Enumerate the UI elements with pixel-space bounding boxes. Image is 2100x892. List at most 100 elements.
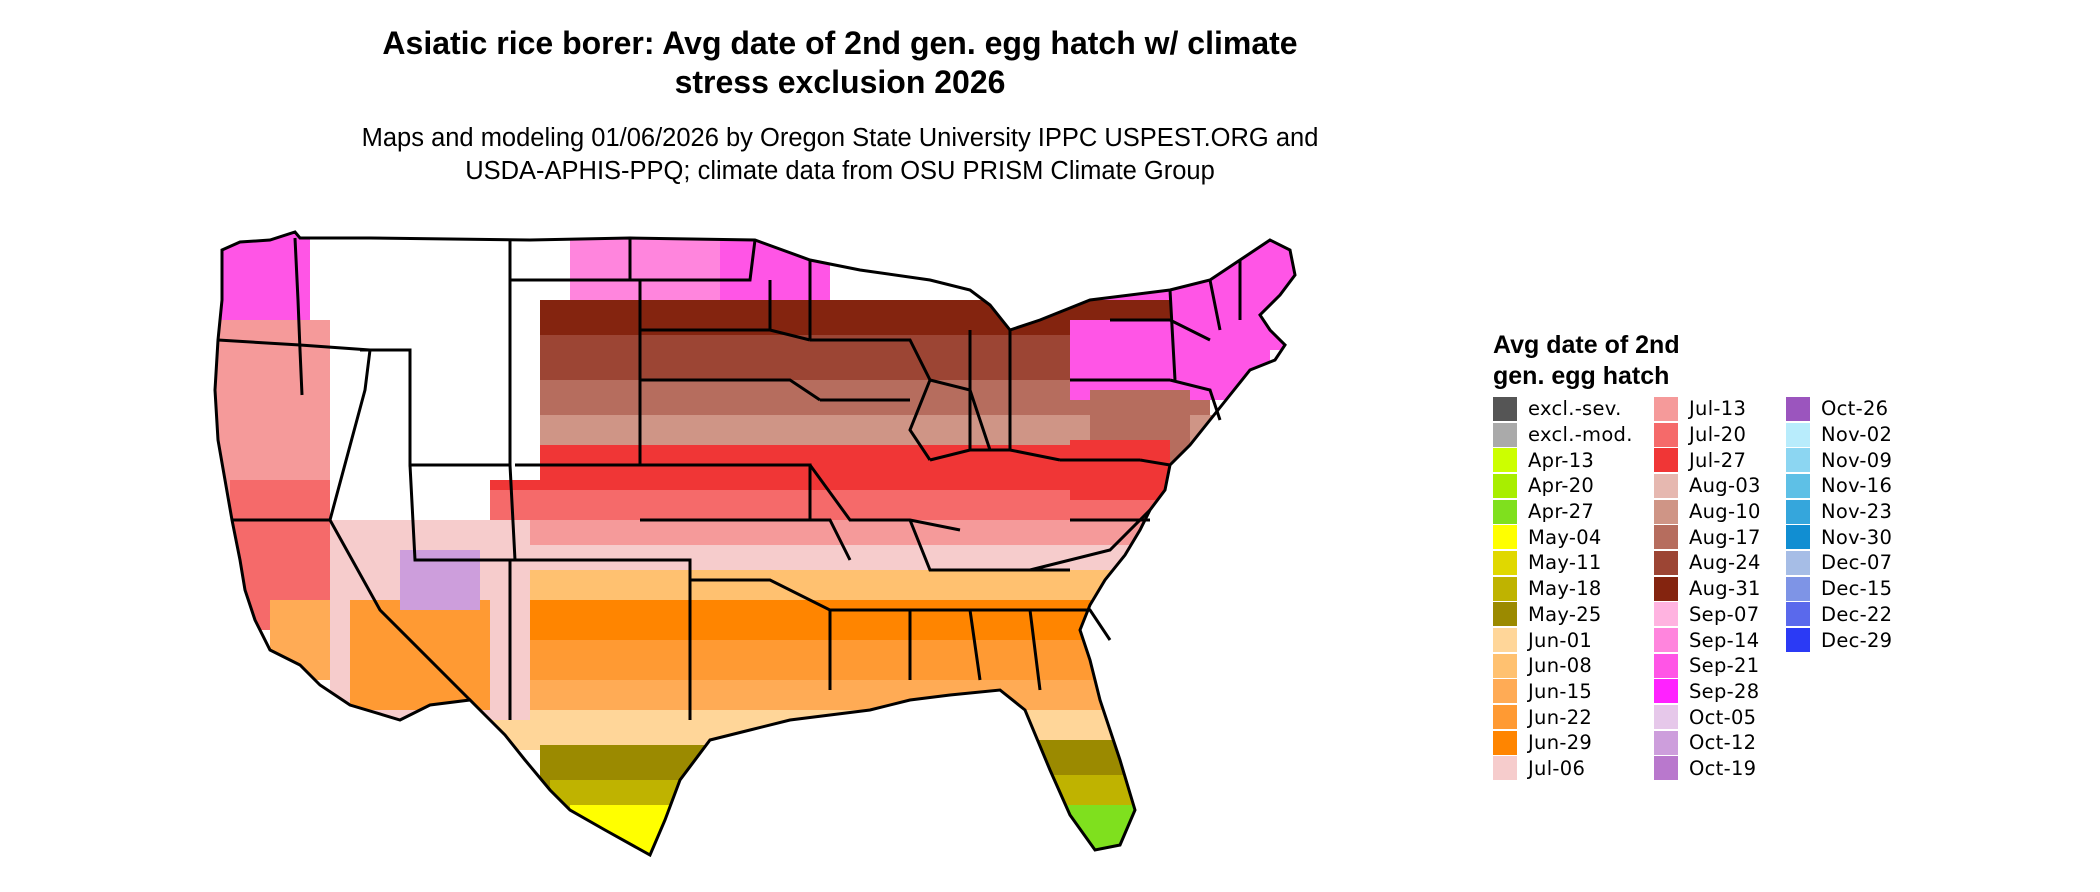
- legend-label: Jun-01: [1528, 628, 1593, 652]
- legend-item: Jul-27: [1654, 447, 1761, 473]
- legend-label: Nov-02: [1821, 423, 1893, 447]
- legend-swatch: [1654, 448, 1678, 473]
- legend-label: Apr-20: [1528, 474, 1595, 498]
- legend-label: Apr-27: [1528, 500, 1595, 524]
- legend-label: Dec-29: [1821, 628, 1893, 652]
- legend-label: Jun-08: [1528, 654, 1593, 678]
- legend-item: Oct-19: [1654, 756, 1761, 782]
- legend-item: Jun-15: [1493, 679, 1633, 705]
- legend-swatch: [1654, 602, 1678, 627]
- legend-title-line-1: Avg date of 2nd: [1493, 331, 1680, 359]
- legend-title: Avg date of 2nd gen. egg hatch: [1493, 330, 1680, 392]
- legend-item: excl.-mod.: [1493, 422, 1633, 448]
- legend-label: Jun-22: [1528, 705, 1593, 729]
- legend-swatch: [1654, 396, 1678, 421]
- legend-item: Aug-24: [1654, 550, 1761, 576]
- legend-item: Jul-20: [1654, 422, 1761, 448]
- legend-label: Jun-29: [1528, 731, 1593, 755]
- legend-item: Aug-17: [1654, 524, 1761, 550]
- legend-swatch: [1786, 448, 1810, 473]
- map-subtitle: Maps and modeling 01/06/2026 by Oregon S…: [0, 122, 1680, 188]
- subtitle-line-1: Maps and modeling 01/06/2026 by Oregon S…: [361, 124, 1319, 152]
- legend-item: Apr-20: [1493, 473, 1633, 499]
- legend-swatch: [1493, 705, 1517, 730]
- legend-label: Aug-24: [1689, 551, 1761, 575]
- state-borders: [213, 230, 1297, 857]
- legend-item: Sep-07: [1654, 602, 1761, 628]
- title-line-1: Asiatic rice borer: Avg date of 2nd gen.…: [382, 25, 1298, 61]
- legend-label: excl.-sev.: [1528, 397, 1622, 421]
- legend-swatch: [1654, 730, 1678, 755]
- legend-item: Aug-31: [1654, 576, 1761, 602]
- legend-item: Dec-15: [1786, 576, 1892, 602]
- legend-item: Aug-03: [1654, 473, 1761, 499]
- legend-label: Jul-27: [1689, 448, 1747, 472]
- legend-label: Dec-07: [1821, 551, 1893, 575]
- legend-item: Nov-02: [1786, 422, 1892, 448]
- legend-swatch: [1493, 499, 1517, 524]
- legend-swatch: [1786, 525, 1810, 550]
- legend-swatch: [1654, 473, 1678, 498]
- legend-title-line-2: gen. egg hatch: [1493, 362, 1670, 390]
- us-map: [213, 230, 1297, 857]
- legend-label: Oct-19: [1689, 756, 1757, 780]
- legend-label: Jul-13: [1689, 397, 1747, 421]
- legend-label: Sep-14: [1689, 628, 1760, 652]
- legend-label: May-04: [1528, 525, 1602, 549]
- legend-item: Jun-29: [1493, 730, 1633, 756]
- legend-item: May-18: [1493, 576, 1633, 602]
- subtitle-line-2: USDA-APHIS-PPQ; climate data from OSU PR…: [465, 157, 1215, 185]
- legend-swatch: [1493, 396, 1517, 421]
- legend-item: Oct-26: [1786, 396, 1892, 422]
- legend-swatch: [1786, 396, 1810, 421]
- legend-label: Aug-31: [1689, 577, 1761, 601]
- legend-label: Oct-05: [1689, 705, 1757, 729]
- legend-item: Sep-14: [1654, 627, 1761, 653]
- legend-column-1: excl.-sev. excl.-mod. Apr-13 Apr-20 Apr-27 Ma…: [1493, 396, 1633, 781]
- legend-item: Nov-09: [1786, 447, 1892, 473]
- legend-item: May-04: [1493, 524, 1633, 550]
- legend-swatch: [1654, 550, 1678, 575]
- legend-label: May-25: [1528, 602, 1602, 626]
- legend-swatch: [1493, 550, 1517, 575]
- legend-label: Jul-20: [1689, 423, 1747, 447]
- legend-column-3: Oct-26 Nov-02 Nov-09 Nov-16 Nov-23 Nov-30 Dec-…: [1786, 396, 1892, 653]
- legend-label: Nov-09: [1821, 448, 1893, 472]
- legend-label: Nov-16: [1821, 474, 1893, 498]
- legend-item: Sep-28: [1654, 679, 1761, 705]
- legend-label: May-11: [1528, 551, 1602, 575]
- legend-swatch: [1654, 705, 1678, 730]
- legend-item: Nov-16: [1786, 473, 1892, 499]
- legend-label: May-18: [1528, 577, 1602, 601]
- legend-item: Jun-08: [1493, 653, 1633, 679]
- legend-swatch: [1493, 525, 1517, 550]
- legend-swatch: [1786, 628, 1810, 653]
- legend-swatch: [1786, 576, 1810, 601]
- hatch-date-raster: [215, 232, 1295, 855]
- legend-label: Aug-10: [1689, 500, 1761, 524]
- legend-swatch: [1654, 576, 1678, 601]
- legend-label: Dec-15: [1821, 577, 1893, 601]
- legend-item: Aug-10: [1654, 499, 1761, 525]
- legend-swatch: [1654, 679, 1678, 704]
- legend-swatch: [1493, 679, 1517, 704]
- legend-column-2: Jul-13 Jul-20 Jul-27 Aug-03 Aug-10 Aug-17 Aug-…: [1654, 396, 1761, 781]
- legend-item: Sep-21: [1654, 653, 1761, 679]
- legend-swatch: [1493, 473, 1517, 498]
- legend-swatch: [1493, 756, 1517, 781]
- legend-label: Apr-13: [1528, 448, 1595, 472]
- legend-label: Sep-07: [1689, 602, 1760, 626]
- legend-item: Oct-12: [1654, 730, 1761, 756]
- legend-item: excl.-sev.: [1493, 396, 1633, 422]
- map-title: Asiatic rice borer: Avg date of 2nd gen.…: [0, 24, 1680, 102]
- legend-label: Dec-22: [1821, 602, 1893, 626]
- legend-swatch: [1493, 422, 1517, 447]
- legend-swatch: [1654, 525, 1678, 550]
- legend-label: Nov-30: [1821, 525, 1893, 549]
- legend-label: excl.-mod.: [1528, 423, 1633, 447]
- legend-label: Oct-12: [1689, 731, 1757, 755]
- legend-swatch: [1654, 628, 1678, 653]
- legend-swatch: [1654, 499, 1678, 524]
- legend-swatch: [1493, 602, 1517, 627]
- legend-swatch: [1786, 473, 1810, 498]
